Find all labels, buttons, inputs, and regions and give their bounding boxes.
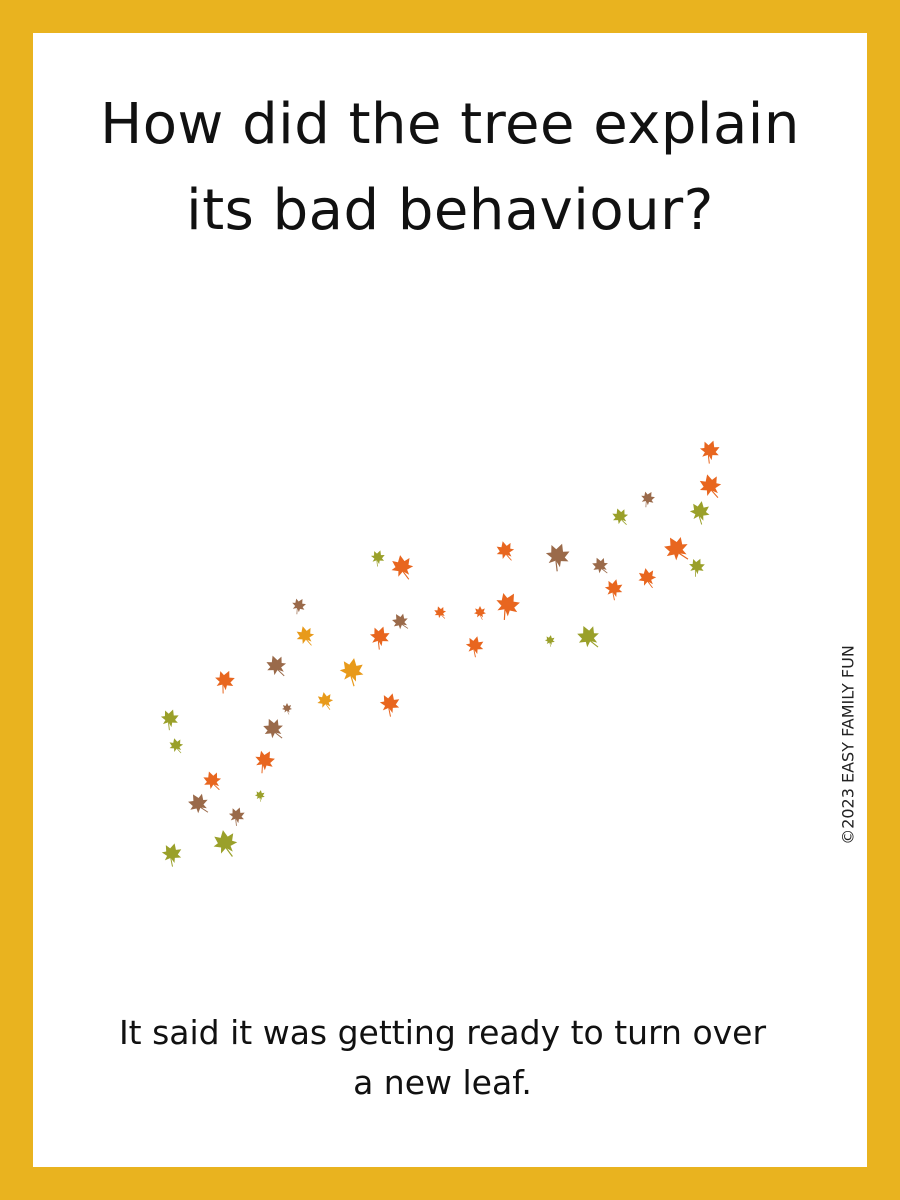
copyright: ©2023 EASY FAMILY FUN bbox=[838, 645, 858, 845]
leaf bbox=[210, 827, 241, 861]
leaf bbox=[695, 436, 724, 467]
leaf bbox=[540, 539, 574, 575]
leaf bbox=[157, 706, 182, 733]
leaf bbox=[209, 666, 239, 697]
leaf bbox=[572, 620, 605, 655]
leaf bbox=[388, 609, 413, 635]
leaf bbox=[253, 788, 267, 803]
leaf bbox=[636, 566, 659, 591]
leaf bbox=[158, 840, 185, 869]
leaf bbox=[489, 587, 525, 625]
leaf bbox=[432, 604, 449, 622]
leaf bbox=[687, 498, 713, 527]
leaf bbox=[336, 655, 367, 689]
answer-line: It said it was getting ready to turn ove… bbox=[118, 1013, 767, 1052]
answer-line: a new leaf. bbox=[353, 1063, 532, 1102]
leaf bbox=[588, 553, 613, 579]
leaf bbox=[473, 605, 487, 621]
leaf bbox=[601, 576, 626, 603]
leaf bbox=[659, 531, 695, 569]
answer: It said it was getting ready to turn ove… bbox=[0, 1008, 885, 1108]
leaf bbox=[200, 768, 225, 795]
leaf bbox=[637, 488, 658, 510]
leaf bbox=[225, 804, 248, 828]
leaf bbox=[293, 623, 318, 650]
leaf bbox=[695, 470, 725, 503]
leaf bbox=[183, 788, 214, 820]
question-line: its bad behaviour? bbox=[186, 178, 714, 243]
question-line: How did the tree explain bbox=[100, 92, 800, 157]
question: How did the tree explain its bad behavio… bbox=[0, 82, 900, 254]
leaf bbox=[288, 595, 309, 617]
leaf bbox=[259, 714, 289, 745]
leaf bbox=[281, 702, 293, 715]
leaf bbox=[609, 505, 632, 529]
leaf bbox=[365, 622, 394, 653]
leaf bbox=[249, 745, 280, 777]
leaf bbox=[493, 538, 518, 565]
leaf bbox=[367, 547, 388, 569]
leaf bbox=[315, 690, 336, 713]
leaf bbox=[167, 736, 186, 756]
leaf bbox=[462, 633, 487, 660]
leaf bbox=[388, 552, 416, 583]
card bbox=[33, 33, 867, 1167]
leaf bbox=[262, 651, 291, 682]
leaf bbox=[543, 633, 557, 648]
leaf bbox=[684, 554, 709, 580]
leaf bbox=[376, 690, 403, 719]
